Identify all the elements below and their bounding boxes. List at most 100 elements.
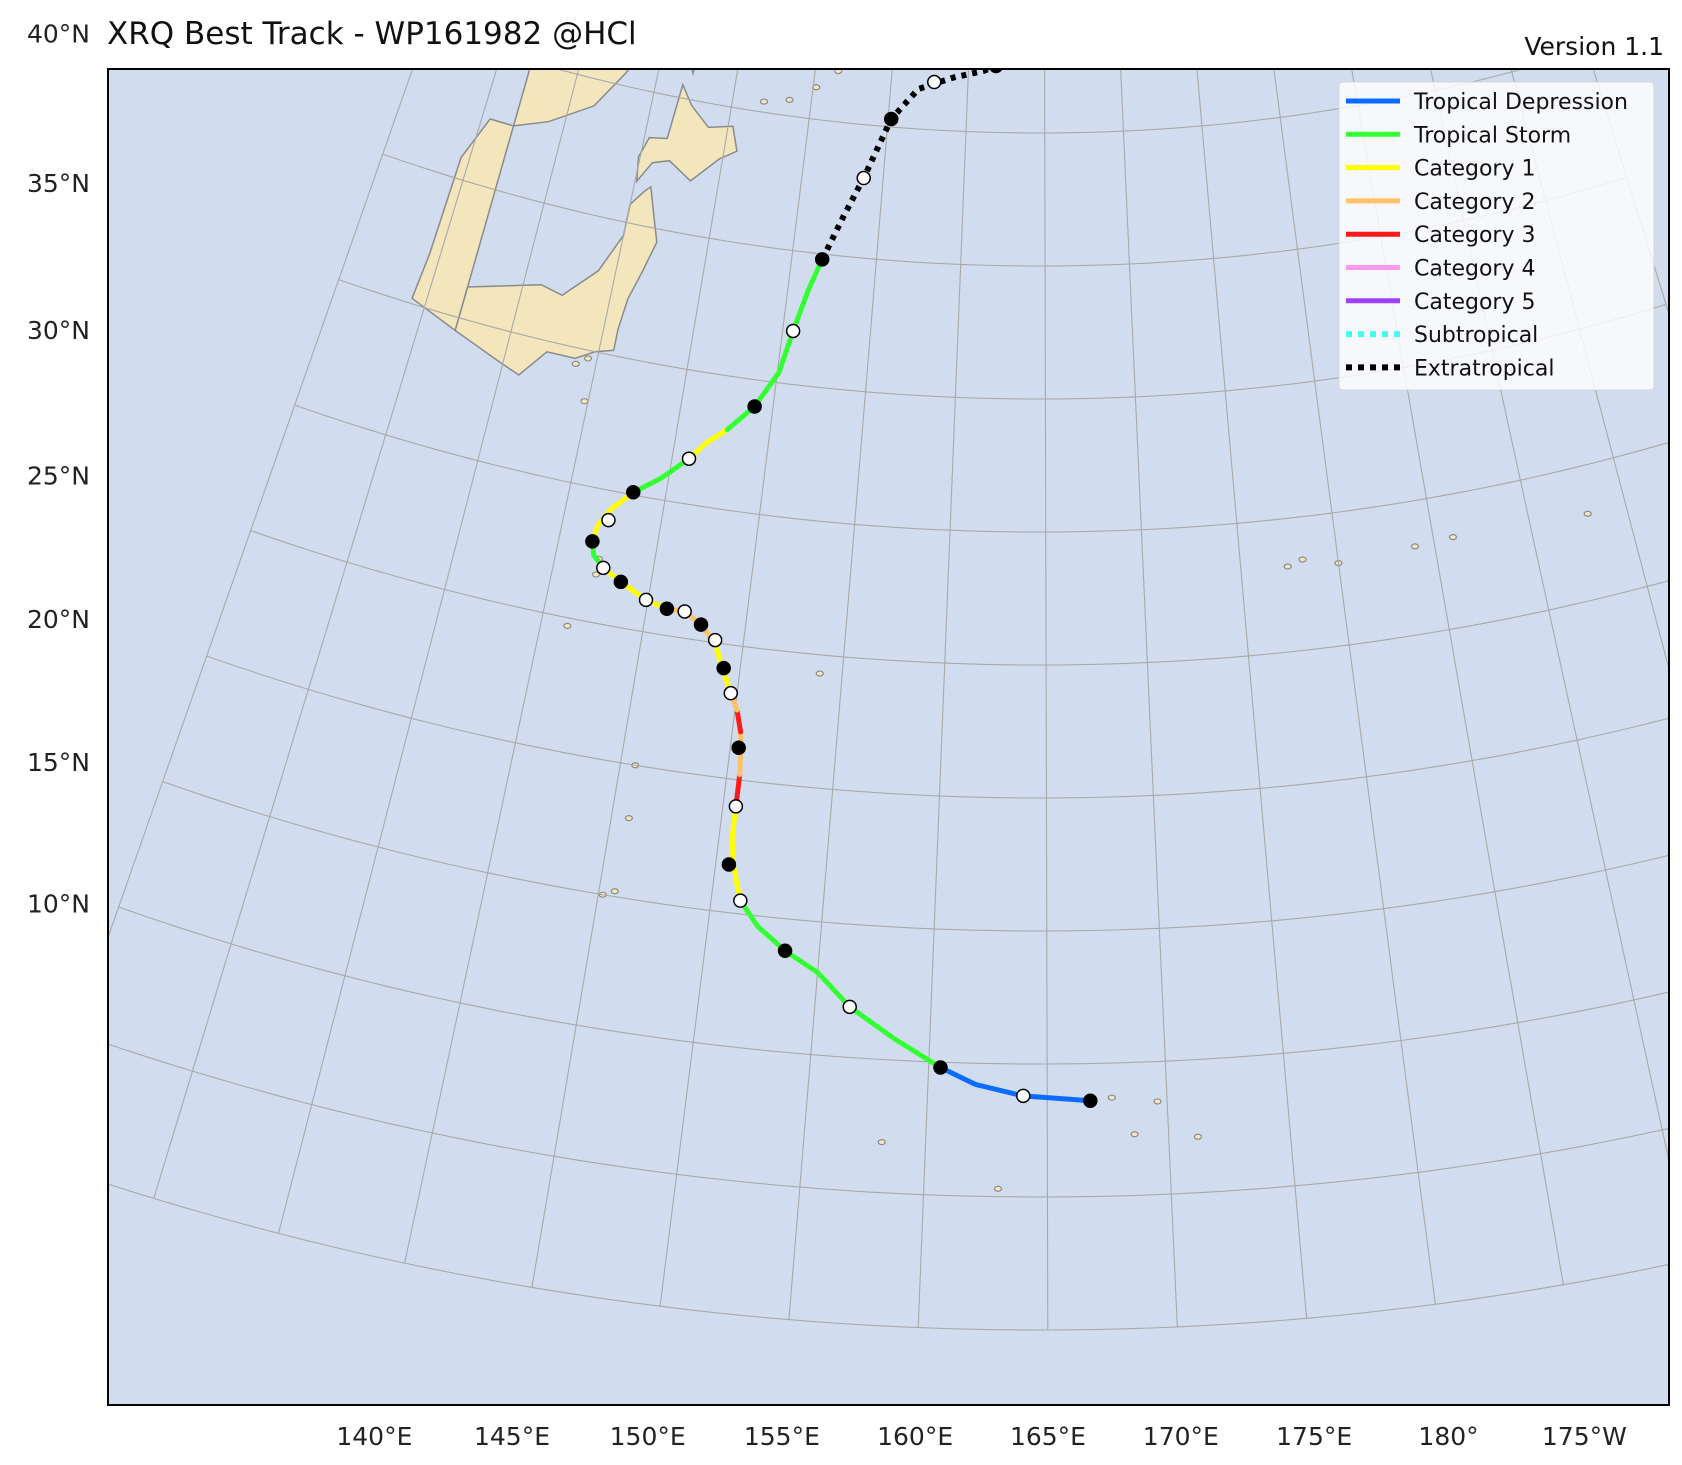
track-point bbox=[677, 604, 692, 619]
small-island bbox=[563, 622, 572, 629]
small-island bbox=[580, 398, 589, 405]
map-frame bbox=[107, 68, 1670, 1406]
longitude-line bbox=[788, 69, 893, 1320]
track-segment-ex bbox=[819, 69, 997, 261]
honshu-island bbox=[454, 185, 658, 376]
legend: Tropical Depression Tropical Storm Categor… bbox=[1338, 81, 1655, 391]
small-island bbox=[815, 670, 824, 677]
track-point bbox=[716, 660, 731, 676]
legend-label-c3: Category 3 bbox=[1414, 223, 1535, 248]
longitude-line bbox=[108, 69, 414, 940]
small-island bbox=[1410, 543, 1420, 550]
sakhalin-island bbox=[691, 69, 696, 77]
track-point bbox=[785, 323, 801, 339]
longitude-line bbox=[277, 69, 580, 1234]
longitude-tick-label: 150°E bbox=[610, 1422, 686, 1451]
small-island bbox=[883, 41, 890, 46]
longitude-line bbox=[153, 69, 498, 1199]
latitude-line bbox=[118, 906, 1669, 1065]
small-island bbox=[1298, 556, 1307, 563]
longitude-line bbox=[1351, 69, 1564, 1285]
small-island bbox=[1283, 563, 1292, 570]
small-island bbox=[1583, 510, 1592, 517]
track-point bbox=[596, 560, 611, 576]
small-island bbox=[859, 53, 866, 58]
track-point bbox=[989, 69, 1003, 74]
track-point bbox=[933, 1060, 948, 1075]
track-point bbox=[659, 601, 675, 616]
legend-label-c2: Category 2 bbox=[1414, 190, 1535, 215]
longitude-line bbox=[1273, 69, 1436, 1305]
track-point bbox=[1083, 1093, 1098, 1109]
latitude-tick-label: 25°N bbox=[27, 461, 90, 490]
longitude-tick-label: 170°E bbox=[1143, 1422, 1219, 1451]
track-segment-ts bbox=[630, 456, 692, 495]
latitude-tick-label: 30°N bbox=[27, 316, 90, 345]
track-segment-td bbox=[938, 1065, 1093, 1104]
track-point bbox=[626, 485, 641, 500]
longitude-line bbox=[531, 69, 739, 1288]
longitude-line bbox=[1044, 69, 1049, 1331]
longitude-line bbox=[1430, 69, 1669, 1164]
longitude-line bbox=[404, 69, 660, 1264]
track-point bbox=[842, 999, 857, 1015]
small-island bbox=[1107, 1094, 1116, 1101]
track-point bbox=[747, 399, 762, 414]
longitude-line bbox=[1196, 69, 1308, 1319]
latitude-tick-label: 35°N bbox=[27, 169, 90, 198]
small-island bbox=[993, 1185, 1003, 1192]
latitude-line bbox=[294, 404, 1669, 533]
latitude-line bbox=[108, 1043, 1669, 1198]
latitude-tick-label: 20°N bbox=[27, 605, 90, 634]
longitude-labels: 140°E 145°E 150°E 155°E 160°E 165°E 170°E 175°E… bbox=[336, 1422, 1682, 1451]
track-point bbox=[723, 685, 739, 701]
latitude-tick-label: 40°N bbox=[27, 20, 90, 49]
track-segment-c1 bbox=[686, 427, 730, 462]
longitude-tick-label: 175°W bbox=[1542, 1422, 1627, 1451]
longitude-tick-label: 180° bbox=[1418, 1422, 1478, 1451]
longitude-tick-label: 145°E bbox=[474, 1422, 550, 1451]
track-point bbox=[681, 451, 697, 466]
legend-label-c5: Category 5 bbox=[1414, 290, 1535, 315]
longitude-tick-label: 140°E bbox=[336, 1422, 412, 1451]
longitude-tick-label: 155°E bbox=[744, 1422, 820, 1451]
track-point bbox=[728, 799, 744, 814]
graticule bbox=[108, 69, 1669, 1331]
latitude-line bbox=[162, 781, 1669, 932]
small-island bbox=[785, 96, 794, 103]
track-segment-c3 bbox=[734, 707, 744, 735]
longitude-tick-label: 170°W bbox=[1680, 1422, 1682, 1451]
version-label: Version 1.1 bbox=[1524, 32, 1664, 61]
track-point bbox=[814, 252, 830, 267]
small-island bbox=[1448, 533, 1458, 541]
latitude-line bbox=[206, 655, 1669, 799]
track-point bbox=[926, 74, 942, 90]
hokkaido-island bbox=[635, 82, 738, 184]
track-segment-c1 bbox=[600, 565, 670, 612]
land-masses bbox=[411, 6, 1592, 1192]
track-point bbox=[693, 617, 709, 632]
latitude-tick-label: 15°N bbox=[27, 748, 90, 777]
legend-label-c4: Category 4 bbox=[1414, 257, 1535, 282]
track-point bbox=[777, 943, 793, 959]
longitude-line bbox=[917, 69, 970, 1328]
track-point bbox=[721, 857, 737, 872]
track-point bbox=[638, 592, 654, 608]
track-segment-c2 bbox=[664, 606, 718, 646]
small-island bbox=[901, 6, 908, 11]
latitude-line bbox=[108, 1183, 1669, 1331]
legend-label-ts: Tropical Storm bbox=[1413, 123, 1571, 148]
legend-label-td: Tropical Depression bbox=[1413, 90, 1628, 115]
track-segment-ts bbox=[737, 898, 943, 1070]
legend-box bbox=[1338, 81, 1655, 391]
track-point bbox=[585, 534, 600, 549]
small-island bbox=[610, 888, 619, 895]
longitude-tick-label: 160°E bbox=[877, 1422, 953, 1451]
legend-label-ex: Extratropical bbox=[1414, 356, 1555, 381]
small-island bbox=[583, 355, 593, 362]
small-island bbox=[834, 69, 843, 75]
legend-label-c1: Category 1 bbox=[1414, 157, 1535, 182]
longitude-tick-label: 175°E bbox=[1276, 1422, 1352, 1451]
legend-label-sub: Subtropical bbox=[1414, 323, 1538, 348]
